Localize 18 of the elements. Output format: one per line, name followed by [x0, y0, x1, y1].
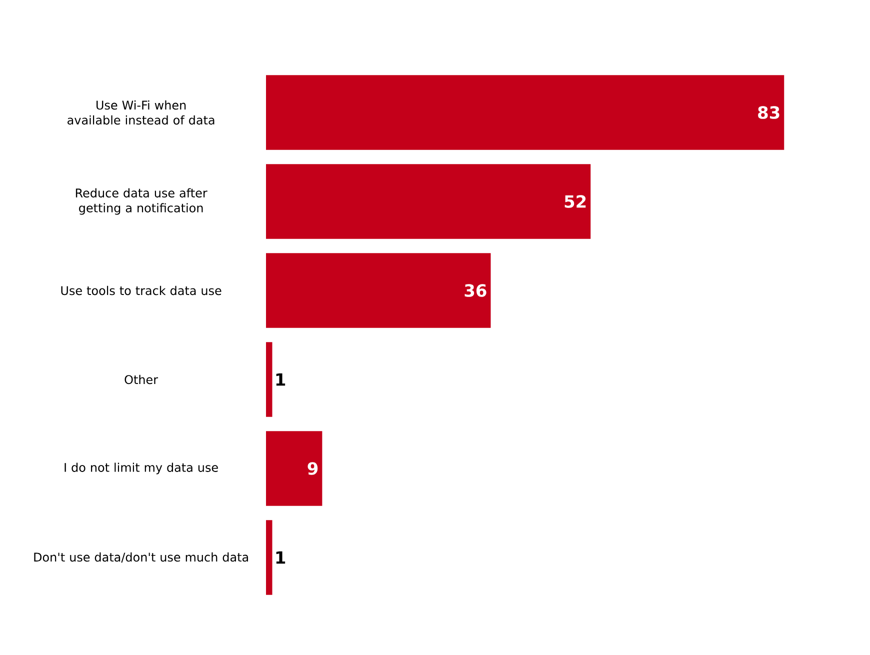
- bar: [266, 431, 322, 506]
- y-tick-label: I do not limit my data use: [64, 462, 218, 474]
- data-label: 1: [276, 373, 286, 386]
- data-label: 9: [308, 462, 318, 475]
- bar: [266, 253, 491, 328]
- data-label: 36: [464, 284, 486, 297]
- data-label: 83: [758, 106, 780, 119]
- bar: [266, 164, 591, 239]
- y-tick-label: Use Wi-Fi when available instead of data: [68, 100, 214, 125]
- y-tick-label: Use tools to track data use: [61, 286, 222, 296]
- y-tick-label: Reduce data use after getting a notification: [76, 188, 208, 215]
- bar: [266, 342, 272, 417]
- bar: [266, 75, 784, 150]
- data-label: 52: [564, 195, 586, 208]
- y-tick-label: Don't use data/don't use much data: [34, 552, 248, 563]
- bar: [266, 520, 272, 595]
- data-label: 1: [276, 551, 286, 564]
- y-tick-label: Other: [124, 374, 158, 384]
